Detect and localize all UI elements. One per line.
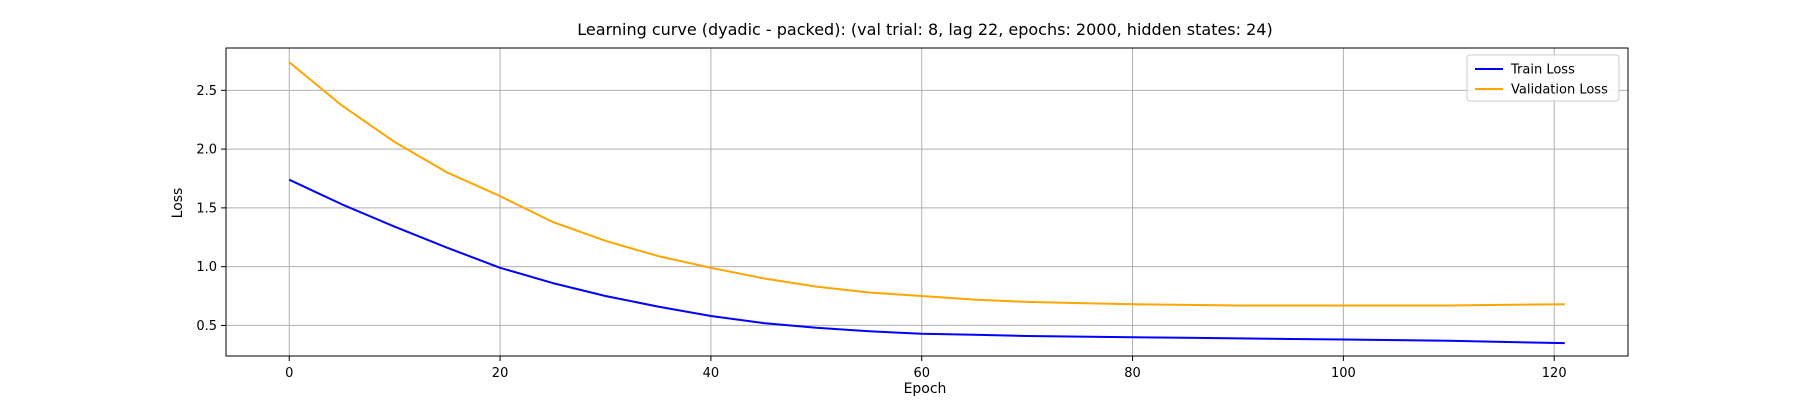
series-layer [288,61,1565,345]
y-axis-label: Loss [170,188,186,219]
legend-entry-label: Train Loss [1510,63,1575,78]
grid-lines [226,48,1628,356]
axis-ticks: 0 20 40 60 80 100 120 0.5 1.0 1.5 2.0 2.5 [196,84,1566,381]
y-tick-label: 2.5 [196,84,217,99]
x-axis-label: Epoch [904,381,947,397]
y-tick-label: 0.5 [196,319,217,334]
x-tick-label: 120 [1542,366,1567,381]
y-tick-label: 1.5 [196,201,217,216]
chart-title: Learning curve (dyadic - packed): (val t… [577,20,1272,39]
x-tick-label: 60 [913,366,930,381]
series-line-validation-loss [288,61,1565,307]
x-tick-label: 0 [285,366,293,381]
x-tick-label: 20 [492,366,509,381]
legend-entry-label: Validation Loss [1511,83,1608,98]
legend-box [1466,54,1620,102]
y-tick-label: 1.0 [196,260,217,275]
series-line-train-loss [288,178,1565,345]
y-tick-label: 2.0 [196,143,217,158]
x-tick-label: 40 [703,366,720,381]
legend: Train Loss Validation Loss [1466,54,1620,102]
x-tick-label: 100 [1331,366,1356,381]
x-tick-label: 80 [1124,366,1141,381]
plot-area-frame [225,47,1629,357]
